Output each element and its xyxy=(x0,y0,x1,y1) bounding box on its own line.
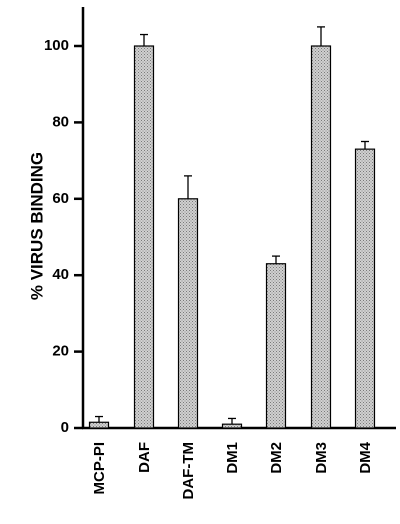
bar-mcp-pi xyxy=(88,421,110,429)
y-tick-label: 80 xyxy=(52,113,69,130)
category-labels: MCP-PI DAF DAF-TM DM1 DM2 DM3 DM4 xyxy=(91,441,374,499)
y-axis: 0 20 40 60 80 100 xyxy=(44,7,85,436)
y-tick-label: 60 xyxy=(52,190,69,207)
bar-daf xyxy=(133,45,155,429)
x-category-label: DM1 xyxy=(224,442,241,474)
y-tick-label: 0 xyxy=(61,419,69,436)
x-category-label: DM4 xyxy=(357,441,374,473)
bar-dm1 xyxy=(221,423,243,429)
bar-dm4 xyxy=(354,148,376,429)
error-bars xyxy=(95,26,369,425)
x-category-label: MCP-PI xyxy=(91,442,108,495)
bar-daf-tm xyxy=(177,198,199,429)
x-category-label: DM2 xyxy=(268,442,285,474)
bar-dm2 xyxy=(265,263,287,429)
y-tick-label: 40 xyxy=(52,266,69,283)
x-category-label: DAF xyxy=(136,442,153,473)
y-axis-title: % VIRUS BINDING xyxy=(27,152,46,300)
bars xyxy=(88,45,376,429)
y-tick-label: 20 xyxy=(52,343,69,360)
x-category-label: DM3 xyxy=(313,442,330,474)
bar-dm3 xyxy=(310,45,332,429)
x-category-label: DAF-TM xyxy=(180,442,197,499)
y-tick-label: 100 xyxy=(44,37,69,54)
